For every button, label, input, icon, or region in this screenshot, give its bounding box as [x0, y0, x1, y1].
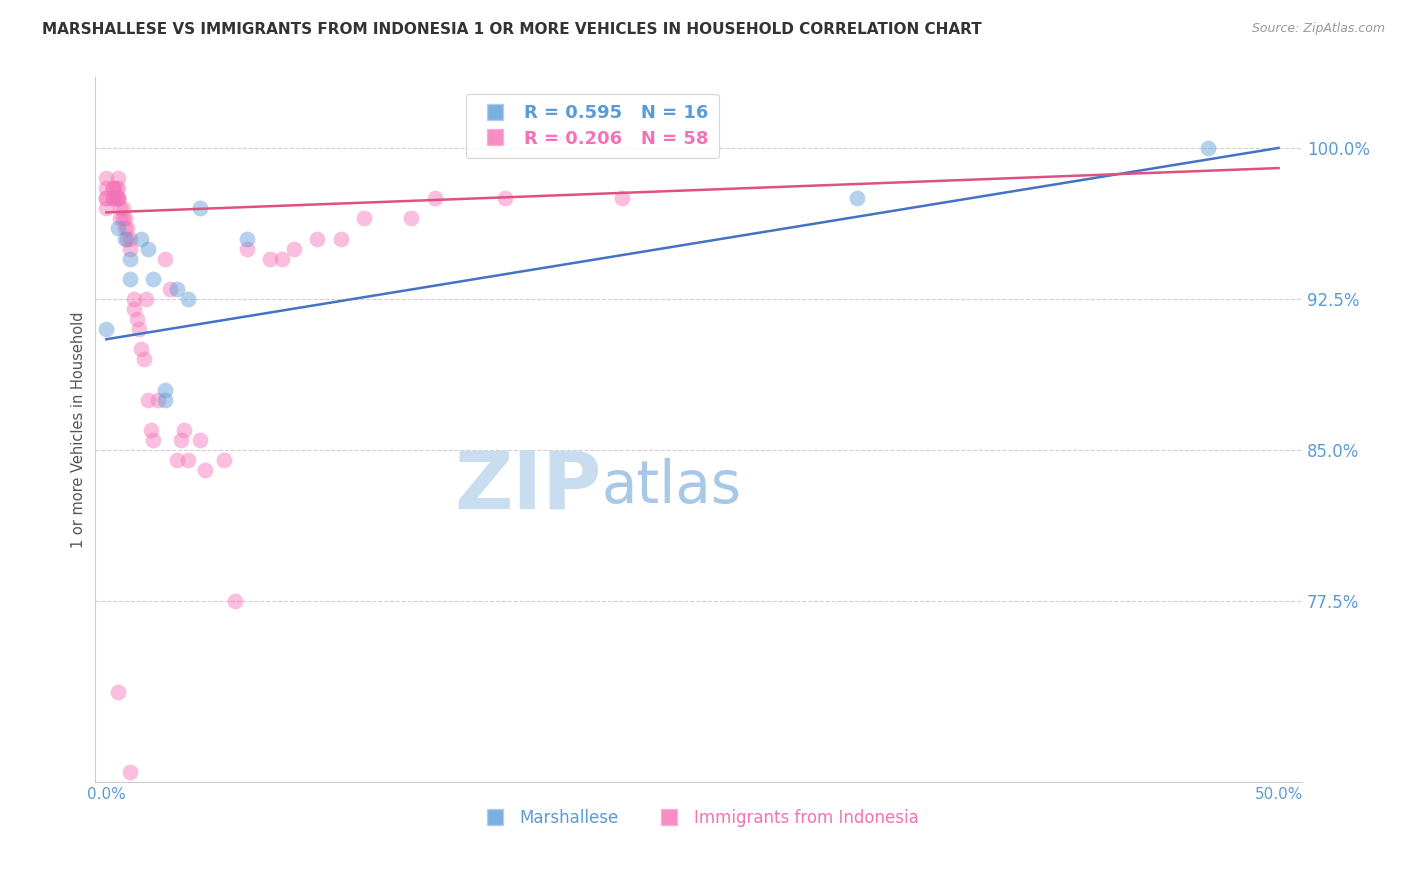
Text: ZIP: ZIP	[454, 447, 602, 525]
Point	[103, 191, 125, 205]
Point	[153, 383, 176, 397]
Point	[111, 202, 134, 216]
Point	[114, 221, 136, 235]
Point	[117, 221, 139, 235]
Point	[138, 242, 160, 256]
Point	[188, 433, 211, 447]
Point	[111, 211, 134, 226]
Point	[107, 684, 129, 698]
Point	[118, 242, 141, 256]
Point	[132, 352, 155, 367]
Point	[194, 463, 217, 477]
Point	[96, 181, 118, 195]
Point	[142, 433, 165, 447]
Point	[159, 282, 181, 296]
Point	[236, 242, 259, 256]
Point	[118, 765, 141, 780]
Point	[103, 181, 125, 195]
Point	[128, 322, 150, 336]
Point	[103, 191, 125, 205]
Legend: Marshallese, Immigrants from Indonesia: Marshallese, Immigrants from Indonesia	[471, 803, 925, 834]
Point	[138, 392, 160, 407]
Point	[399, 211, 422, 226]
Point	[271, 252, 294, 266]
Point	[166, 282, 188, 296]
Point	[423, 191, 446, 205]
Point	[494, 191, 516, 205]
Point	[131, 231, 153, 245]
Point	[283, 242, 305, 256]
Point	[170, 433, 193, 447]
Point	[114, 231, 136, 245]
Point	[96, 322, 118, 336]
Point	[96, 191, 118, 205]
Point	[107, 191, 129, 205]
Point	[124, 301, 146, 316]
Point	[96, 191, 118, 205]
Point	[259, 252, 281, 266]
Point	[845, 191, 868, 205]
Point	[610, 191, 633, 205]
Point	[118, 252, 141, 266]
Point	[117, 231, 139, 245]
Point	[236, 231, 259, 245]
Text: Source: ZipAtlas.com: Source: ZipAtlas.com	[1251, 22, 1385, 36]
Point	[1197, 141, 1219, 155]
Point	[212, 453, 235, 467]
Point	[124, 292, 146, 306]
Point	[107, 221, 129, 235]
Point	[142, 272, 165, 286]
Point	[188, 202, 211, 216]
Point	[135, 292, 157, 306]
Point	[96, 202, 118, 216]
Point	[107, 181, 129, 195]
Point	[107, 191, 129, 205]
Point	[107, 171, 129, 186]
Point	[224, 594, 246, 608]
Point	[118, 272, 141, 286]
Point	[166, 453, 188, 467]
Y-axis label: 1 or more Vehicles in Household: 1 or more Vehicles in Household	[72, 311, 86, 549]
Point	[177, 453, 200, 467]
Point	[173, 423, 195, 437]
Point	[104, 181, 127, 195]
Point	[329, 231, 352, 245]
Point	[307, 231, 329, 245]
Point	[114, 211, 136, 226]
Point	[146, 392, 169, 407]
Point	[96, 171, 118, 186]
Point	[131, 343, 153, 357]
Point	[110, 202, 132, 216]
Point	[110, 211, 132, 226]
Text: atlas: atlas	[602, 458, 742, 515]
Point	[153, 392, 176, 407]
Point	[139, 423, 162, 437]
Point	[118, 231, 141, 245]
Point	[177, 292, 200, 306]
Point	[353, 211, 375, 226]
Point	[104, 191, 127, 205]
Text: MARSHALLESE VS IMMIGRANTS FROM INDONESIA 1 OR MORE VEHICLES IN HOUSEHOLD CORRELA: MARSHALLESE VS IMMIGRANTS FROM INDONESIA…	[42, 22, 981, 37]
Point	[103, 181, 125, 195]
Point	[125, 312, 148, 326]
Point	[153, 252, 176, 266]
Point	[107, 191, 129, 205]
